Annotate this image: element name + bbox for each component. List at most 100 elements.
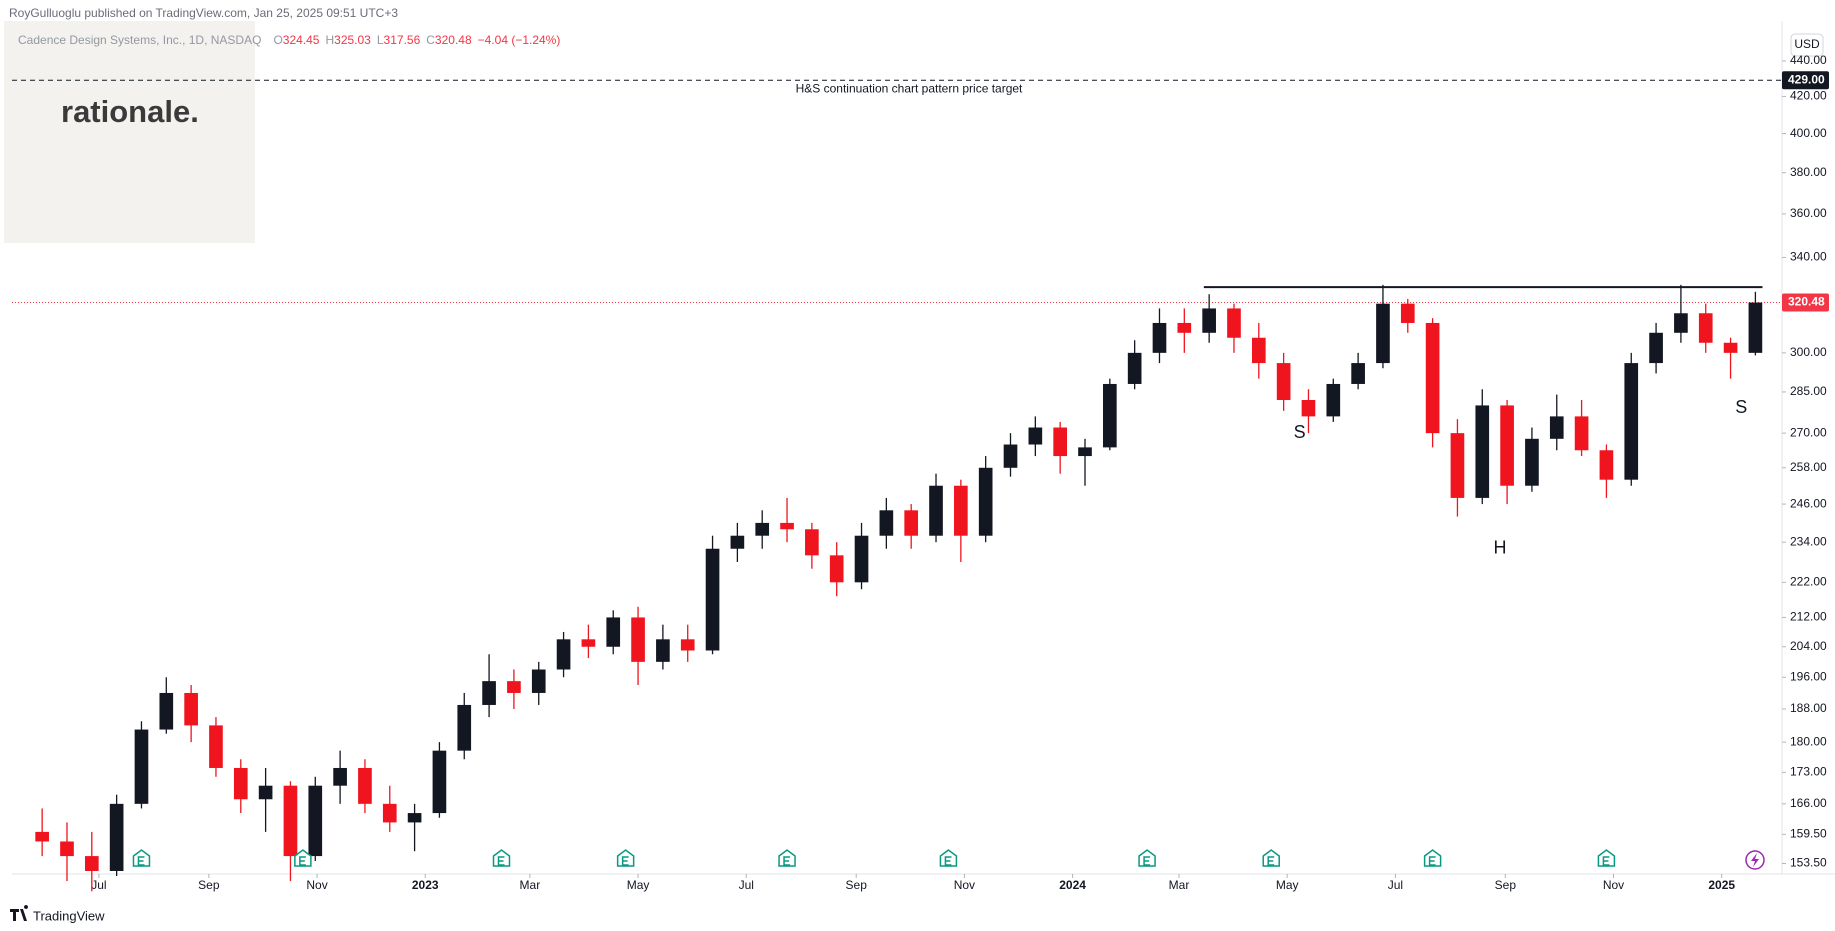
earnings-glyph [1143, 856, 1151, 866]
x-tick-label: Jul [91, 878, 106, 892]
candle-body [879, 510, 894, 536]
earnings-glyph [1267, 856, 1275, 866]
candle-body [829, 555, 844, 583]
x-tick-label: Mar [520, 878, 541, 892]
x-tick-label: May [1276, 878, 1299, 892]
y-tick-label: 222.00 [1790, 574, 1827, 588]
earnings-icon[interactable] [939, 849, 958, 867]
candle-body [308, 785, 323, 857]
x-tick-label: Jul [739, 878, 754, 892]
x-tick-label: Jul [1388, 878, 1403, 892]
y-tick-label: 246.00 [1790, 496, 1827, 510]
candle-body [457, 704, 472, 751]
candle-body [1624, 363, 1639, 480]
earnings-glyph [497, 856, 505, 866]
candle-body [1326, 383, 1341, 417]
candle-body [656, 639, 670, 662]
y-tick-label: 380.00 [1790, 165, 1827, 179]
candle-body [382, 803, 397, 823]
candle-body [1748, 302, 1763, 353]
legend-value: 325.03 [334, 33, 371, 47]
candle-body [1227, 308, 1241, 338]
y-tick-label: 285.00 [1790, 384, 1827, 398]
candle-body [482, 681, 496, 705]
candle-body [730, 535, 745, 549]
last-price-box [1782, 293, 1829, 312]
candle-body [1674, 313, 1688, 333]
header: RoyGulluoglu published on TradingView.co… [9, 6, 398, 20]
candle-body [233, 767, 248, 800]
legend-value: 324.45 [283, 33, 320, 47]
candle-body [109, 803, 124, 871]
candle-body [1251, 337, 1266, 364]
earnings-shape [1262, 849, 1280, 867]
x-tick-label: Nov [306, 878, 327, 892]
earnings-glyph [299, 856, 306, 866]
candle-body [929, 485, 943, 536]
lightning-icon[interactable] [1745, 850, 1765, 870]
candle-body [904, 510, 919, 536]
candle-body [1400, 303, 1415, 323]
lightning-glyph [1751, 853, 1759, 867]
earnings-shape [778, 849, 796, 867]
candle-body [134, 729, 149, 804]
y-tick-label: 234.00 [1790, 534, 1827, 548]
x-tick-label: 2024 [1059, 878, 1086, 892]
y-tick-label: 258.00 [1790, 460, 1827, 474]
earnings-shape [492, 849, 511, 867]
x-tick-label: Sep [1495, 878, 1517, 892]
legend-key: O [273, 33, 282, 47]
candle-body [1351, 363, 1365, 384]
y-tick-label: 196.00 [1790, 669, 1827, 683]
earnings-icon[interactable] [616, 849, 635, 867]
earnings-glyph [137, 856, 145, 866]
candle-body [1202, 308, 1216, 333]
candle-body [1500, 405, 1514, 486]
candle-body [184, 692, 198, 726]
legend-key: C [426, 33, 435, 47]
earnings-icon[interactable] [294, 849, 312, 867]
last-price-label: 320.48 [1788, 295, 1825, 309]
candle-body [805, 529, 819, 556]
candle-body [631, 617, 645, 662]
x-tick-label: Nov [954, 878, 975, 892]
candle-body [1301, 400, 1316, 417]
x-tick-label: 2025 [1708, 878, 1735, 892]
candle-body [432, 750, 447, 814]
currency[interactable]: USD [1794, 37, 1820, 51]
candles [35, 284, 1763, 892]
candle-body [606, 617, 621, 647]
earnings-shape [1138, 849, 1156, 867]
earnings-icon[interactable] [1597, 849, 1616, 867]
earnings-icon[interactable] [1138, 849, 1156, 867]
candle-body [283, 785, 298, 857]
candle-body [680, 639, 695, 651]
earnings-glyph [621, 856, 629, 866]
y-tick-label: 166.00 [1790, 796, 1827, 810]
x-tick-label: Nov [1603, 878, 1624, 892]
y-tick-label: 212.00 [1790, 610, 1827, 624]
earnings-icon[interactable] [492, 849, 511, 867]
earnings-glyph [1428, 856, 1436, 866]
pattern-label: S [1294, 422, 1306, 442]
earnings-icon[interactable] [778, 849, 796, 867]
candle-body [35, 831, 49, 842]
earnings-shape [132, 849, 151, 867]
candle-body [954, 485, 968, 536]
candle-body [1152, 322, 1167, 353]
earnings-icon[interactable] [132, 849, 151, 867]
earnings-icon[interactable] [1262, 849, 1280, 867]
currency-button[interactable] [1790, 33, 1824, 57]
candle-body [1078, 447, 1092, 457]
logo-box [4, 21, 255, 243]
earnings-shape [616, 849, 635, 867]
candle-body [1723, 342, 1738, 353]
candle-body [1425, 322, 1440, 434]
y-tick-label: 440.00 [1790, 53, 1827, 67]
candle-body [755, 522, 770, 536]
candle-body [84, 856, 99, 871]
candle-body [780, 522, 794, 530]
earnings-glyph [1602, 856, 1610, 866]
earnings-icon[interactable] [1423, 849, 1442, 867]
